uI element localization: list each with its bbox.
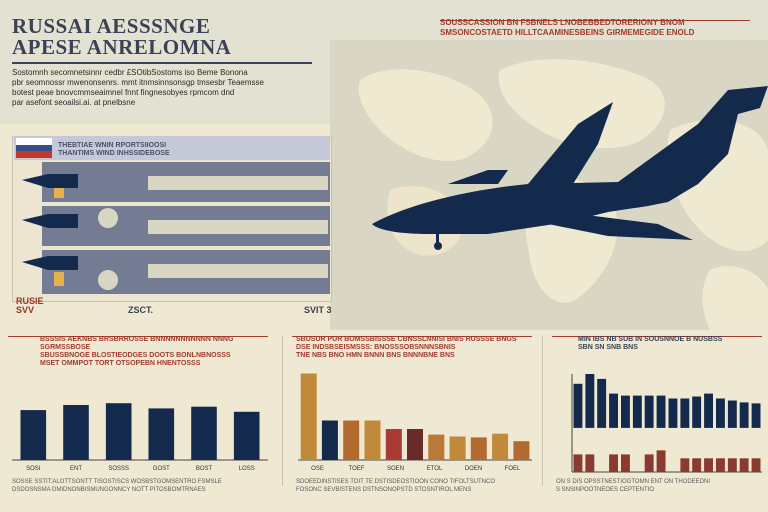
chart-2-bar	[300, 373, 317, 460]
chart-2-tick-label: ETOL	[427, 466, 443, 472]
chart-3-bar	[692, 396, 702, 428]
chart-3-bar	[704, 458, 713, 472]
top-right-text: SOUSSCASSION BN FSBNELS LNOBEBBEDTORERIO…	[440, 18, 695, 37]
chart-3-bar	[609, 454, 618, 472]
chart-1: SOSI ENT SOSSS GOST BOST LOSS	[12, 403, 268, 472]
chart-3-bar	[704, 393, 713, 428]
chart-3-bar	[644, 395, 654, 428]
chart-3-bar	[751, 403, 761, 428]
flag-icon	[16, 138, 52, 158]
section-2-rule	[292, 336, 532, 337]
section-3-heading: MIN IBS NB SUB IN SOUSNNOE B NUSBSS SBN …	[578, 336, 723, 351]
chart-2-tick-label: DOEN	[465, 466, 482, 472]
top-right-rule	[440, 20, 750, 21]
section-1-heading: BSSSIS AEKNBS BRSBRROSSE BNNNNNNNNNNN NN…	[40, 336, 234, 367]
chart-3-bar	[680, 458, 690, 472]
title-divider	[12, 62, 312, 64]
chart-3-bar	[656, 450, 666, 472]
flag-stripe-3	[16, 151, 52, 158]
chart-2-bar	[407, 429, 423, 460]
chart-1-tick-label: GOST	[153, 466, 170, 472]
chart-2-bar	[449, 436, 466, 460]
section-3-rule	[552, 336, 762, 337]
chart-3-bar	[692, 458, 702, 472]
chart-2-bar	[364, 420, 381, 460]
chart-2-tick-label: OSE	[311, 466, 324, 472]
aircraft-panel-label-left: RUSIE SVV	[16, 296, 44, 315]
chart-3-bar	[609, 393, 618, 428]
aircraft-panel-label-mid: ZSCT.	[128, 305, 154, 315]
chart-2-tick-label: SOEN	[387, 466, 404, 472]
chart-3-bar	[739, 402, 749, 428]
aircraft-row-2	[22, 206, 330, 246]
chart-3-bar	[621, 395, 630, 428]
chart-1-bar	[233, 411, 260, 460]
chart-2-bar	[513, 441, 530, 460]
chart-3-bar	[585, 454, 595, 472]
flag-stripe-2	[16, 144, 52, 152]
chart-3-bar	[727, 458, 737, 472]
chart-2: OSE TOEF SOEN ETOL DOEN FOEL	[298, 373, 532, 472]
chart-1-tick-label: ENT	[70, 466, 82, 472]
chart-3-bar	[621, 454, 630, 472]
chart-3-bar	[716, 398, 725, 428]
section-divider-1	[282, 336, 283, 486]
chart-3-bar	[716, 458, 725, 472]
chart-3-bar	[632, 395, 642, 428]
chart-2-bar	[385, 429, 402, 460]
chart-2-bar	[470, 437, 487, 460]
chart-1-tick-label: LOSS	[239, 466, 255, 472]
chart-3-bar	[751, 458, 761, 472]
aircraft-panel-header-text: THEBTIAE WNIN RPORTSIIOOSI THANTIMS WIND…	[58, 142, 170, 157]
aircraft-panel-label-right: SVIT 3	[304, 305, 332, 315]
chart-3-bar	[597, 378, 607, 428]
chart-2-tick-label: FOEL	[505, 466, 521, 472]
chart-1-bar	[63, 405, 89, 460]
chart-1-bar	[20, 410, 47, 460]
intro-text: Sostomnh secomnetsinnr cedbr £SOtibSosto…	[12, 68, 264, 107]
aircraft-row-1	[22, 162, 330, 202]
section-divider-2	[542, 336, 543, 486]
chart-3-bar	[739, 458, 749, 472]
chart-3-bar	[656, 395, 666, 428]
chart-2-tick-label: TOEF	[349, 466, 365, 472]
chart-1-bar	[105, 403, 132, 460]
section-3-footnote: ON S DIS OPSSTNESTIOGTOMN ENT ON THODEED…	[556, 479, 711, 493]
chart-3-bar	[585, 374, 595, 428]
flag-stripe-1	[16, 138, 52, 145]
chart-1-tick-label: BOST	[196, 466, 213, 472]
chart-3-bar	[668, 398, 678, 428]
chart-1-tick-label: SOSSS	[108, 466, 129, 472]
chart-2-bar	[343, 420, 360, 460]
chart-2-bar	[492, 433, 509, 460]
chart-3-bar	[644, 454, 654, 472]
chart-3-bar	[573, 383, 583, 428]
aircraft-row-3	[22, 250, 330, 294]
chart-2-bar	[321, 420, 338, 460]
section-2-footnote: SDOEEDINSTISES TOIT TE DSTISDEOSTIOON CO…	[296, 479, 496, 493]
section-2-heading: SBUSUR PUR BOMSSBISSSE CBNSSLNNISI BNIS …	[296, 336, 517, 359]
aircraft-silhouette	[372, 86, 768, 250]
chart-3-bar	[680, 398, 690, 428]
page-title: RUSSAI AESSSNGE APESE ANRELOMNA	[12, 14, 232, 59]
chart-1-bar	[148, 408, 175, 460]
chart-3-bar	[727, 400, 737, 428]
section-1-footnote: SOSSE SSTIT:ALOTTSONTT TISOSTISCS WOSBST…	[12, 479, 222, 493]
chart-1-bar	[191, 406, 217, 460]
chart-2-bar	[428, 434, 445, 460]
section-1-rule	[8, 336, 268, 337]
chart-1-tick-label: SOSI	[26, 466, 41, 472]
aircraft-panel-header	[14, 136, 330, 160]
aircraft-side-views	[22, 162, 330, 294]
chart-3-bar	[573, 454, 583, 472]
chart-3	[571, 374, 762, 473]
